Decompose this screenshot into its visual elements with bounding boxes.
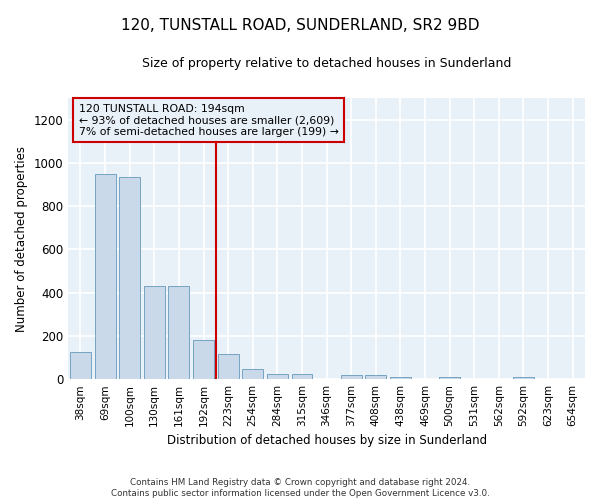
Bar	[341, 376, 362, 379]
Bar	[218, 354, 239, 379]
Title: Size of property relative to detached houses in Sunderland: Size of property relative to detached ho…	[142, 58, 511, 70]
Bar	[390, 377, 411, 379]
X-axis label: Distribution of detached houses by size in Sunderland: Distribution of detached houses by size …	[167, 434, 487, 448]
Bar	[169, 286, 190, 379]
Bar	[292, 374, 313, 379]
Bar	[365, 376, 386, 379]
Bar	[513, 377, 534, 379]
Bar	[242, 370, 263, 379]
Y-axis label: Number of detached properties: Number of detached properties	[15, 146, 28, 332]
Bar	[193, 340, 214, 379]
Bar	[439, 377, 460, 379]
Text: 120 TUNSTALL ROAD: 194sqm
← 93% of detached houses are smaller (2,609)
7% of sem: 120 TUNSTALL ROAD: 194sqm ← 93% of detac…	[79, 104, 338, 137]
Text: Contains HM Land Registry data © Crown copyright and database right 2024.
Contai: Contains HM Land Registry data © Crown c…	[110, 478, 490, 498]
Bar	[144, 286, 165, 379]
Bar	[95, 174, 116, 379]
Bar	[267, 374, 288, 379]
Text: 120, TUNSTALL ROAD, SUNDERLAND, SR2 9BD: 120, TUNSTALL ROAD, SUNDERLAND, SR2 9BD	[121, 18, 479, 32]
Bar	[70, 352, 91, 379]
Bar	[119, 177, 140, 379]
